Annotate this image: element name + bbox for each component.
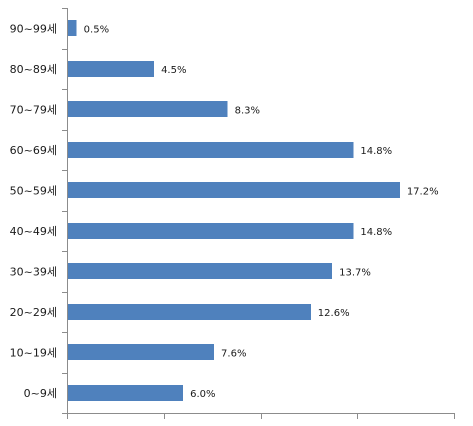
data-label: 14.8% [360,146,392,157]
y-tick-label: 50~59세 [10,184,57,197]
category-labels: 90~99세 80~89세 70~79세 60~69세 50~59세 40~49세 30~3… [10,22,57,400]
y-tick-label: 90~99세 [10,22,57,35]
y-tick-label: 10~19세 [10,346,57,359]
y-tick-label: 20~29세 [10,306,57,319]
bar [68,20,77,36]
value-labels: 0.5% 4.5% 8.3% 14.8% 17.2% 14.8% 13.7% 12.6% 7.6… [84,24,439,400]
bar [68,304,311,320]
bar [68,182,400,198]
bar [68,61,155,77]
bars [68,20,400,401]
bar [68,223,354,239]
data-label: 14.8% [360,227,392,238]
y-tick-label: 60~69세 [10,144,57,157]
data-label: 7.6% [221,348,246,359]
data-label: 6.0% [190,389,215,400]
data-label: 13.7% [339,267,371,278]
y-tick-label: 70~79세 [10,103,57,116]
bar [68,385,184,401]
axes [62,8,455,419]
bar [68,263,333,279]
y-tick-label: 80~89세 [10,63,57,76]
data-label: 8.3% [235,105,260,116]
bar [68,142,354,158]
bar [68,344,215,360]
y-tick-label: 0~9세 [24,387,57,400]
data-label: 12.6% [318,308,350,319]
y-tick-label: 40~49세 [10,225,57,238]
bar [68,101,228,117]
y-tick-label: 30~39세 [10,265,57,278]
data-label: 17.2% [407,186,439,197]
data-label: 4.5% [161,65,186,76]
data-label: 0.5% [84,24,109,35]
